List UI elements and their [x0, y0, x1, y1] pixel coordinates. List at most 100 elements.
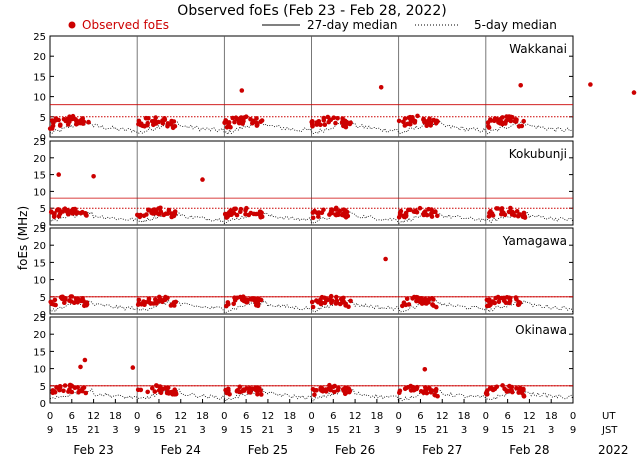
- observed-point: [164, 390, 170, 396]
- observed-point: [435, 393, 440, 399]
- x-tick-label-ut: 0: [221, 411, 227, 422]
- station-label: Kokubunji: [509, 147, 567, 161]
- observed-point: [314, 388, 319, 393]
- observed-point: [222, 211, 228, 217]
- x-tick-label-ut: 0: [395, 411, 401, 422]
- observed-point: [333, 207, 339, 212]
- observed-point: [331, 115, 337, 120]
- y-tick-label: 5: [40, 113, 46, 124]
- observed-point: [418, 389, 424, 394]
- y-tick-label: 0: [40, 399, 46, 410]
- observed-point: [343, 301, 349, 307]
- observed-point: [86, 120, 91, 125]
- observed-point: [136, 297, 142, 303]
- observed-point: [172, 210, 178, 215]
- observed-point: [310, 304, 316, 310]
- x-tick-label-jst: 9: [308, 425, 314, 436]
- x-tick-label-jst: 21: [262, 425, 275, 436]
- x-tick-label-jst: 9: [395, 425, 401, 436]
- y-tick-label: 0: [40, 221, 46, 232]
- observed-point: [243, 208, 248, 213]
- observed-point: [246, 212, 252, 218]
- observed-point: [339, 212, 345, 218]
- legend-5day-label: 5-day median: [474, 18, 557, 32]
- observed-point: [425, 119, 430, 124]
- y-tick-label: 5: [40, 293, 46, 304]
- y-tick-label: 15: [33, 347, 46, 358]
- x-tick-label-jst: 3: [548, 425, 554, 436]
- observed-point: [327, 212, 332, 217]
- observed-point: [341, 295, 346, 301]
- ut-label: UT: [602, 411, 616, 422]
- observed-point: [315, 299, 321, 305]
- observed-point: [513, 119, 519, 124]
- observed-point: [50, 123, 56, 129]
- legend-27day-label: 27-day median: [307, 18, 397, 32]
- observed-point: [83, 211, 88, 216]
- x-tick-label-jst: 15: [327, 425, 340, 436]
- x-tick-label-ut: 0: [570, 411, 576, 422]
- observed-point: [48, 299, 53, 305]
- y-tick-label: 10: [33, 365, 46, 376]
- observed-point: [415, 113, 420, 119]
- observed-point: [251, 211, 257, 217]
- observed-point: [310, 124, 315, 129]
- observed-outlier: [56, 172, 61, 177]
- observed-point: [342, 391, 348, 397]
- observed-outlier: [588, 82, 593, 87]
- observed-point: [492, 118, 497, 124]
- x-tick-label-jst: 9: [134, 425, 140, 436]
- x-tick-label-ut: 18: [109, 411, 122, 422]
- observed-point: [310, 215, 316, 221]
- observed-point: [151, 301, 156, 306]
- observed-outlier: [422, 367, 428, 372]
- day-label: Feb 25: [248, 443, 288, 457]
- observed-outlier: [200, 177, 205, 182]
- observed-point: [521, 393, 527, 399]
- observed-point: [68, 294, 74, 299]
- x-tick-label-ut: 18: [545, 411, 558, 422]
- observed-point: [514, 297, 519, 302]
- observed-point: [431, 297, 436, 302]
- observed-point: [433, 388, 439, 394]
- observed-point: [163, 385, 168, 391]
- observed-point: [517, 212, 522, 217]
- observed-point: [157, 297, 163, 302]
- observed-point: [51, 214, 57, 220]
- year-label: 2022: [598, 443, 629, 457]
- x-tick-label-ut: 12: [436, 411, 449, 422]
- x-tick-label-ut: 0: [308, 411, 314, 422]
- observed-point: [169, 214, 174, 220]
- x-tick-label-ut: 12: [349, 411, 362, 422]
- x-tick-label-ut: 12: [174, 411, 187, 422]
- observed-point: [487, 210, 493, 216]
- observed-point: [396, 215, 402, 220]
- observed-point: [501, 298, 507, 304]
- observed-point: [169, 118, 174, 124]
- observed-point: [256, 296, 262, 302]
- x-tick-label-jst: 3: [199, 425, 205, 436]
- observed-point: [160, 118, 165, 123]
- observed-point: [402, 386, 408, 392]
- day-label: Feb 28: [509, 443, 549, 457]
- observed-point: [73, 211, 79, 216]
- observed-point: [312, 392, 317, 398]
- observed-point: [408, 207, 413, 213]
- observed-point: [506, 114, 512, 119]
- observed-point: [226, 388, 231, 394]
- observed-point: [310, 119, 315, 124]
- observed-point: [241, 298, 247, 304]
- x-tick-label-jst: 15: [501, 425, 514, 436]
- observed-point: [74, 122, 79, 127]
- observed-point: [146, 296, 152, 302]
- observed-point: [137, 214, 143, 220]
- observed-point: [424, 212, 430, 218]
- day-label: Feb 24: [161, 443, 201, 457]
- observed-point: [402, 116, 408, 121]
- observed-point: [348, 120, 353, 125]
- observed-point: [145, 120, 150, 126]
- observed-point: [322, 122, 328, 127]
- observed-point: [65, 122, 71, 127]
- x-tick-label-jst: 15: [65, 425, 78, 436]
